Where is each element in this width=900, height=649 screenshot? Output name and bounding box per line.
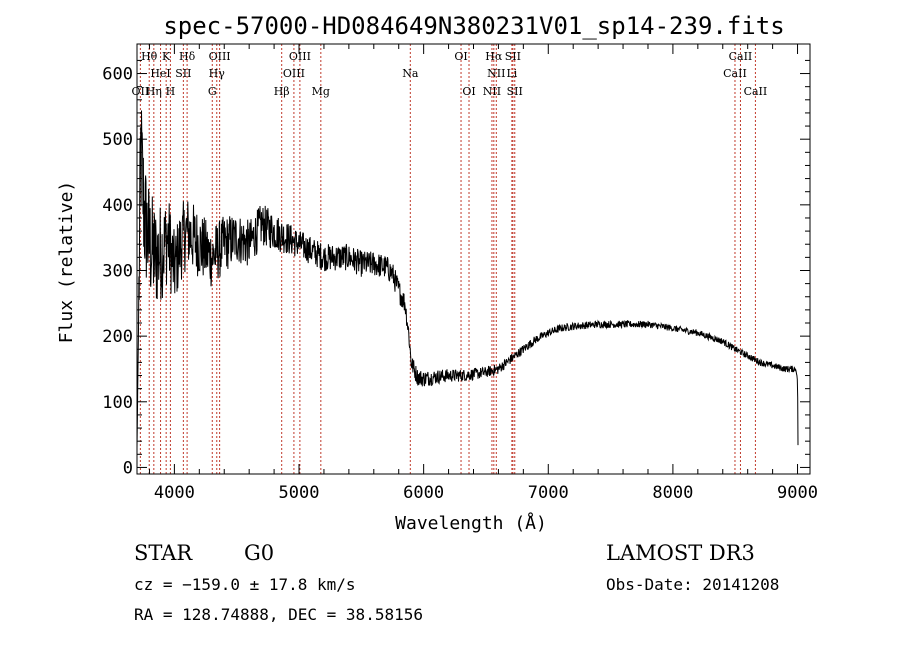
- x-tick-label: 8000: [652, 483, 693, 503]
- spectral-line-label: SII: [505, 50, 521, 63]
- spectral-line-label: HeI: [150, 67, 170, 80]
- spectral-line-label: Hδ: [179, 50, 196, 63]
- chart-title: spec-57000-HD084649N380231V01_sp14-239.f…: [163, 12, 784, 40]
- y-tick-label: 300: [102, 261, 133, 281]
- y-tick-label: 600: [102, 65, 133, 85]
- x-tick-label: 6000: [403, 483, 444, 503]
- sky-coordinates: RA = 128.74888, DEC = 38.58156: [134, 605, 423, 624]
- spectral-line-label: Mg: [312, 85, 330, 98]
- y-tick-label: 100: [102, 393, 133, 413]
- y-tick-label: 200: [102, 327, 133, 347]
- spectrum-line: [136, 110, 799, 448]
- spectral-line-label: NII: [487, 67, 505, 80]
- spectral-line-label: OI: [454, 50, 467, 63]
- y-tick-label: 0: [123, 458, 133, 478]
- spectral-line-label: SII: [175, 67, 191, 80]
- object-type: STAR: [134, 541, 193, 565]
- y-axis-ticks: 0 100 200 300 400 500 600: [102, 59, 810, 478]
- redshift-velocity: cz = −159.0 ± 17.8 km/s: [134, 575, 356, 594]
- observation-date: Obs-Date: 20141208: [606, 575, 779, 594]
- spectral-line-label: SII: [507, 85, 523, 98]
- x-tick-label: 9000: [777, 483, 818, 503]
- spectral-line-label: Na: [402, 67, 419, 80]
- spectral-line-label: Hη: [146, 85, 162, 98]
- spectral-line-label: K: [162, 50, 171, 63]
- y-tick-label: 500: [102, 130, 133, 150]
- x-axis-ticks: 4000 5000 6000 7000 8000 9000: [148, 44, 818, 503]
- spectral-line-label: Hβ: [274, 85, 290, 98]
- spectral-line-label: CaII: [744, 85, 768, 98]
- x-tick-label: 4000: [154, 483, 195, 503]
- spectral-line-label: G: [208, 85, 217, 98]
- spectral-line-label: OIII: [209, 50, 231, 63]
- x-axis-label: Wavelength (Å): [395, 512, 547, 534]
- x-tick-label: 7000: [528, 483, 569, 503]
- spectral-line-label: OIII: [289, 50, 311, 63]
- y-tick-label: 400: [102, 196, 133, 216]
- spectral-line-label: Li: [506, 67, 517, 80]
- spectral-line-label: OI: [462, 85, 475, 98]
- spectral-line-label: OIII: [283, 67, 305, 80]
- spectral-line-label: CaII: [729, 50, 753, 63]
- spectral-line-label: Hγ: [209, 67, 226, 80]
- y-axis-label: Flux (relative): [56, 181, 77, 344]
- x-tick-label: 5000: [279, 483, 320, 503]
- survey-name: LAMOST DR3: [606, 541, 755, 565]
- spectral-line-label: H: [166, 85, 176, 98]
- spectral-class: G0: [244, 541, 274, 565]
- spectral-line-label: OII: [132, 85, 150, 98]
- spectral-line-label: Hα: [485, 50, 503, 63]
- spectral-line-label: NII: [483, 85, 501, 98]
- spectral-line-label: CaII: [723, 67, 747, 80]
- spectral-line-label: Hθ: [141, 50, 158, 63]
